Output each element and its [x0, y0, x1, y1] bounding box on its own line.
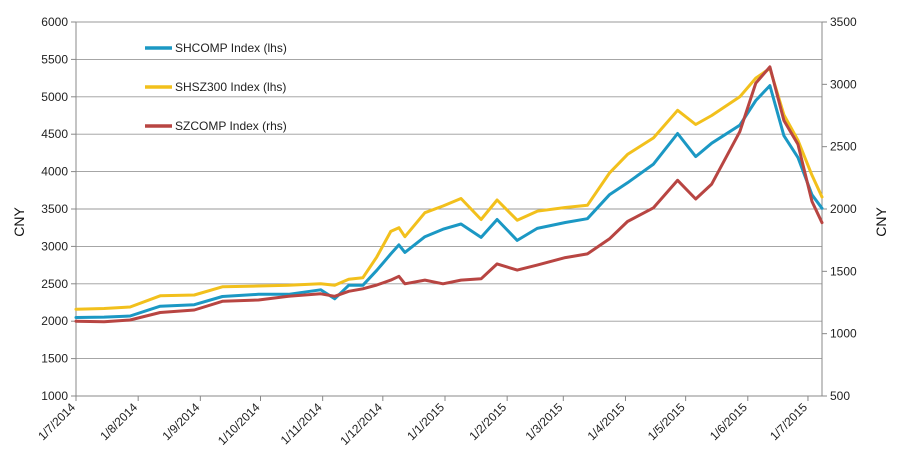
left-tick-label: 3000 — [41, 239, 68, 253]
legend-label-szcomp: SZCOMP Index (rhs) — [175, 119, 287, 133]
x-tick-label: 1/11/2014 — [278, 400, 325, 447]
left-tick-label: 2500 — [41, 277, 68, 291]
series-line-2 — [74, 65, 824, 324]
x-tick-label: 1/12/2014 — [337, 400, 385, 448]
left-tick-label: 6000 — [41, 15, 68, 29]
right-tick-label: 1500 — [830, 264, 857, 278]
legend-label-shcomp: SHCOMP Index (lhs) — [175, 41, 287, 55]
left-tick-label: 4500 — [41, 127, 68, 141]
gridlines — [76, 21, 822, 360]
x-tick-label: 1/5/2015 — [645, 400, 688, 443]
left-tick-label: 2000 — [41, 314, 68, 328]
right-tick-label: 2500 — [830, 140, 857, 154]
left-tick-label: 3500 — [41, 202, 68, 216]
right-tick-label: 500 — [830, 389, 850, 403]
x-tick-label: 1/6/2015 — [707, 400, 750, 443]
left-tick-label: 5500 — [41, 52, 68, 66]
left-axis-title: CNY — [11, 207, 27, 237]
x-tick-label: 1/2/2015 — [466, 400, 509, 443]
x-tick-label: 1/10/2014 — [215, 400, 263, 448]
left-tick-label: 1500 — [41, 352, 68, 366]
x-tick-label: 1/7/2014 — [35, 400, 78, 443]
left-tick-label: 5000 — [41, 90, 68, 104]
series-lines — [74, 65, 824, 324]
right-tick-label: 1000 — [830, 327, 857, 341]
x-tick-label: 1/3/2015 — [522, 400, 565, 443]
left-tick-labels: 1000 1500 2000 2500 3000 3500 4000 4500 5000 5500… — [41, 15, 76, 403]
x-tick-labels: 1/7/2014 1/8/2014 1/9/2014 1/10/2014 1/11/20… — [35, 396, 810, 448]
x-tick-label: 1/7/2015 — [767, 400, 810, 443]
left-tick-label: 1000 — [41, 389, 68, 403]
legend: SHCOMP Index (lhs) SHSZ300 Index (lhs) S… — [145, 41, 287, 133]
x-tick-label: 1/8/2014 — [97, 400, 140, 443]
x-tick-label: 1/9/2014 — [160, 400, 203, 443]
right-tick-label: 2000 — [830, 202, 857, 216]
right-tick-labels: 500 1000 1500 2000 2500 3000 3500 — [822, 15, 857, 403]
legend-label-shsz300: SHSZ300 Index (lhs) — [175, 80, 286, 94]
right-axis-title: CNY — [873, 207, 889, 237]
series-line-0 — [74, 84, 824, 319]
right-tick-label: 3500 — [830, 15, 857, 29]
right-tick-label: 3000 — [830, 77, 857, 91]
x-tick-label: 1/4/2015 — [585, 400, 628, 443]
x-tick-label: 1/1/2015 — [404, 400, 447, 443]
left-tick-label: 4000 — [41, 165, 68, 179]
series-line-1 — [74, 66, 824, 311]
